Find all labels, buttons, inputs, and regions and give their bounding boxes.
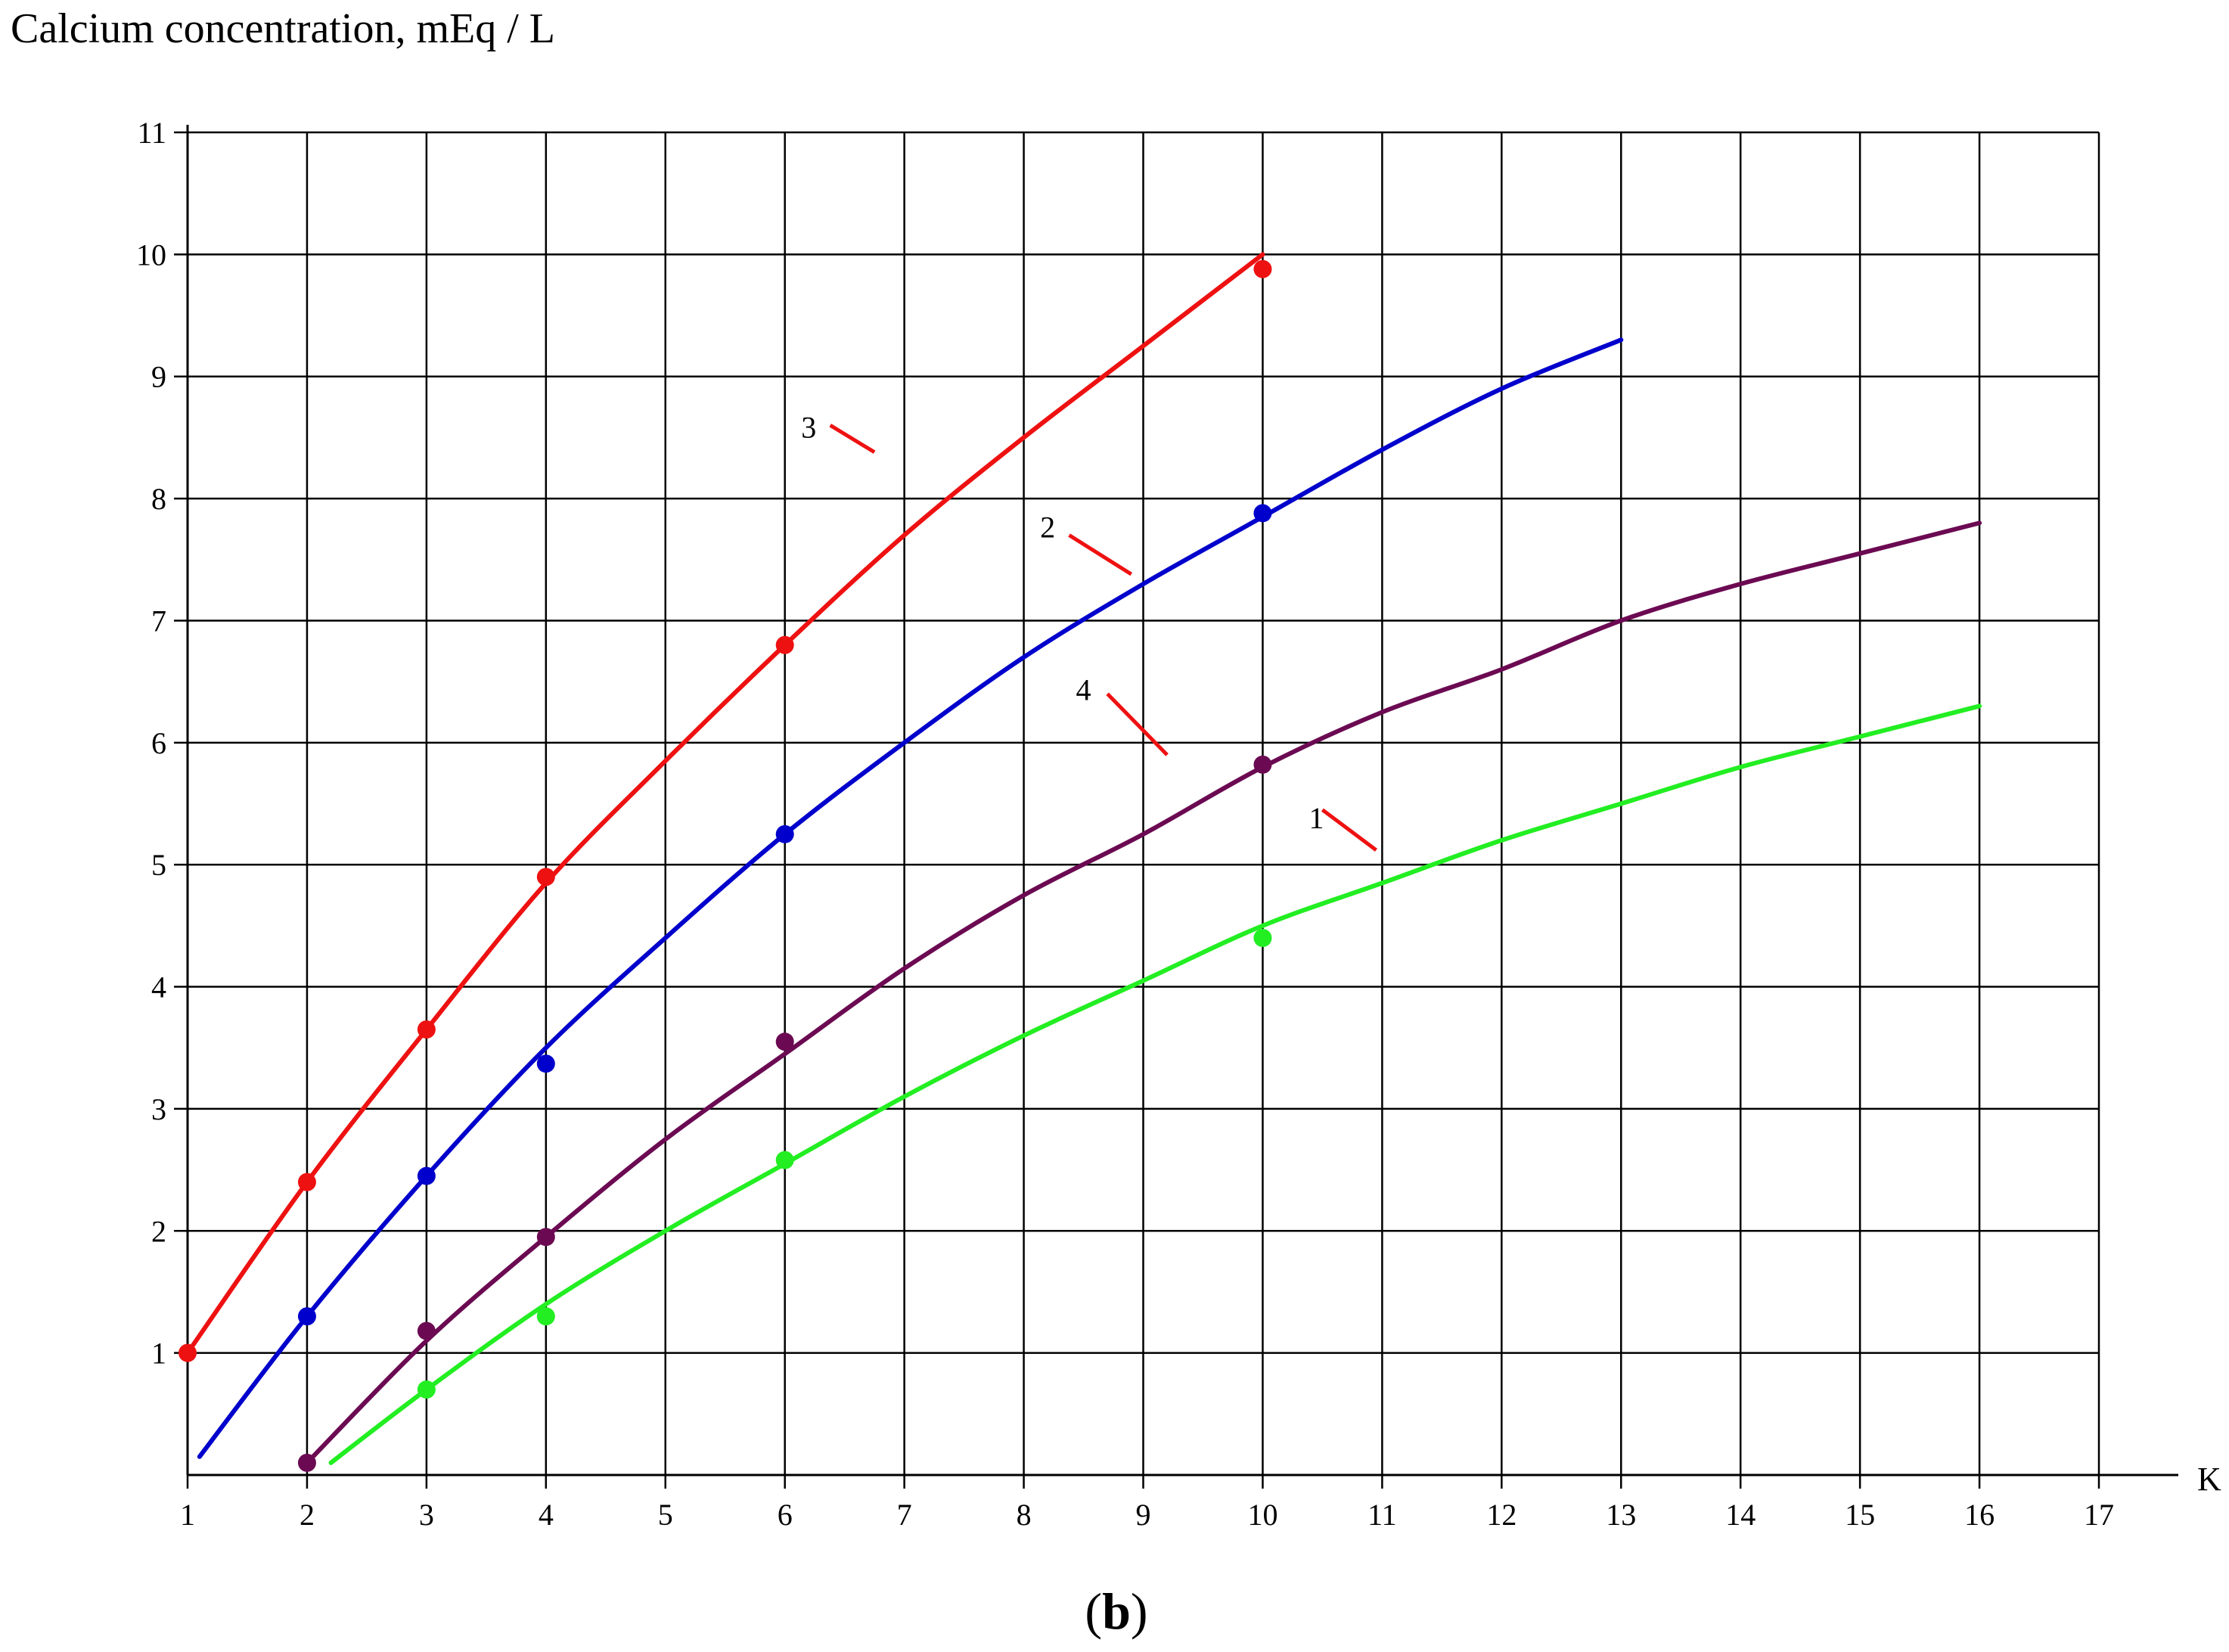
series-4 (297, 520, 1982, 1472)
x-tick-label: 8 (1017, 1498, 1032, 1532)
leader-line-3 (829, 424, 876, 454)
series-3 (179, 252, 1272, 1362)
data-point-3 (536, 868, 555, 887)
data-point-2 (775, 824, 794, 843)
data-point-1 (1253, 929, 1272, 947)
y-tick-label: 2 (151, 1214, 166, 1248)
y-tick-label: 5 (151, 848, 166, 882)
y-axis-title: Calcium concentration, mEq / L (11, 5, 555, 52)
caption-letter: b (1102, 1582, 1131, 1640)
x-tick-label: 2 (300, 1498, 315, 1532)
data-point-4 (775, 1032, 794, 1051)
series-line-2 (197, 337, 1624, 1459)
curve-labels: 1 2 3 4 (801, 410, 1377, 852)
data-point-1 (536, 1307, 555, 1326)
curve-label-3: 3 (801, 410, 816, 444)
x-tick-label: 9 (1136, 1498, 1151, 1532)
data-point-2 (536, 1054, 555, 1073)
curve-label-1: 1 (1309, 801, 1324, 835)
series-line-3 (185, 252, 1265, 1355)
series-1 (328, 703, 1982, 1465)
caption-close-paren: ) (1131, 1582, 1148, 1640)
y-tick-label: 6 (151, 726, 166, 760)
x-tick-label: 5 (658, 1498, 673, 1532)
y-tick-label: 7 (151, 604, 166, 638)
x-tick-label: 4 (539, 1498, 554, 1532)
data-point-4 (1253, 755, 1272, 774)
leader-line-2 (1068, 533, 1133, 576)
data-point-2 (1253, 504, 1272, 523)
x-tick-label: 12 (1486, 1498, 1517, 1532)
y-tick-label: 3 (151, 1092, 166, 1126)
y-tick-label: 1 (151, 1337, 166, 1371)
y-tick-label: 9 (151, 360, 166, 394)
x-tick-label: 14 (1725, 1498, 1756, 1532)
caption-open-paren: ( (1085, 1582, 1102, 1640)
leader-line-1 (1321, 808, 1377, 852)
data-point-3 (1253, 259, 1272, 278)
x-tick-label: 7 (897, 1498, 912, 1532)
data-point-1 (417, 1380, 436, 1399)
data-series (179, 252, 1982, 1472)
data-point-4 (536, 1228, 555, 1247)
y-tick-label: 8 (151, 482, 166, 516)
series-line-1 (328, 703, 1982, 1465)
x-tick-label: 15 (1845, 1498, 1875, 1532)
x-tick-label: 1 (180, 1498, 195, 1532)
data-point-3 (775, 635, 794, 654)
x-tick-label: 3 (419, 1498, 434, 1532)
figure-caption: (b) (1085, 1582, 1147, 1640)
y-tick-label: 4 (151, 970, 166, 1005)
x-tick-label: 17 (2084, 1498, 2114, 1532)
data-point-2 (297, 1307, 316, 1326)
data-point-3 (417, 1020, 436, 1039)
data-point-1 (775, 1150, 794, 1169)
x-tick-label: 6 (778, 1498, 793, 1532)
x-tick-label: 13 (1606, 1498, 1636, 1532)
y-tick-label: 10 (136, 238, 166, 272)
data-point-4 (297, 1453, 316, 1472)
data-point-3 (297, 1172, 316, 1191)
y-tick-label: 11 (137, 116, 166, 150)
series-line-4 (304, 520, 1982, 1465)
series-2 (197, 337, 1624, 1459)
curve-label-4: 4 (1076, 672, 1091, 706)
x-tick-label: 10 (1247, 1498, 1277, 1532)
x-axis-title: K (2197, 1461, 2221, 1498)
x-tick-label: 11 (1368, 1498, 1397, 1532)
data-point-2 (417, 1166, 436, 1185)
data-point-4 (417, 1321, 436, 1340)
leader-line-4 (1106, 692, 1169, 756)
data-point-3 (179, 1343, 197, 1362)
curve-label-2: 2 (1040, 511, 1055, 545)
grid-lines (188, 131, 2100, 1475)
x-tick-label: 16 (1964, 1498, 1995, 1532)
